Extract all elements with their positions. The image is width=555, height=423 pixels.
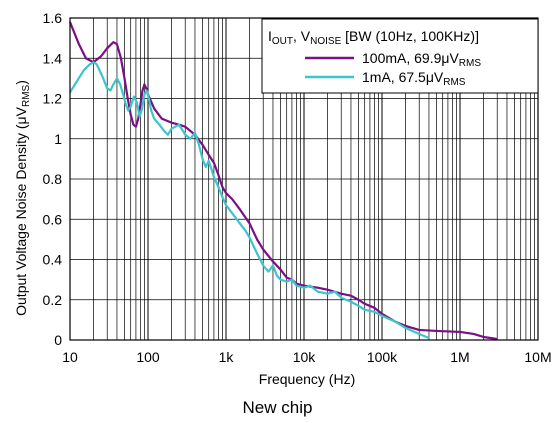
y-tick-label: 1 — [54, 131, 62, 147]
x-tick-label: 10M — [524, 349, 551, 365]
plot-frame — [69, 17, 539, 341]
y-tick-label: 0.2 — [43, 292, 63, 308]
legend-box — [261, 18, 539, 94]
x-tick-label: 10k — [293, 349, 317, 365]
x-tick-label: 100k — [367, 349, 398, 365]
series-line-1ma — [69, 61, 430, 340]
y-tick-label: 0 — [54, 332, 62, 348]
series-layer — [68, 21, 498, 341]
legend: IOUT, VNOISE [BW (10Hz, 100KHz)] 100mA, … — [261, 18, 539, 94]
x-tick-label: 10 — [62, 349, 78, 365]
noise-density-chart: 10 100 1k 10k 100k 1M 10M 0 0.2 0.4 0.6 0.8 1 1.2 1.4… — [13, 10, 552, 387]
x-tick-label: 1k — [219, 349, 235, 365]
y-tick-label: 1.2 — [43, 91, 63, 107]
x-tick-label: 1M — [450, 349, 469, 365]
x-tick-label: 100 — [136, 349, 160, 365]
x-axis-label: Frequency (Hz) — [259, 371, 355, 387]
y-tick-label: 0.4 — [43, 252, 63, 268]
y-tick-label: 0.8 — [43, 171, 63, 187]
y-axis-label: Output Voltage Noise Density (μVRMS) — [13, 80, 32, 316]
y-tick-label: 1.4 — [43, 50, 63, 66]
series-line-100ma — [68, 21, 498, 341]
y-tick-label: 1.6 — [43, 10, 63, 26]
y-tick-label: 0.6 — [43, 211, 63, 227]
x-tick-labels: 10 100 1k 10k 100k 1M 10M — [62, 349, 551, 365]
chart-caption: New chip — [242, 398, 313, 417]
legend-entry-1ma: 1mA, 67.5μVRMS — [362, 69, 466, 88]
y-tick-labels: 0 0.2 0.4 0.6 0.8 1 1.2 1.4 1.6 — [43, 10, 63, 348]
legend-title: IOUT, VNOISE [BW (10Hz, 100KHz)] — [268, 28, 479, 47]
legend-entry-100ma: 100mA, 69.9μVRMS — [362, 50, 481, 69]
